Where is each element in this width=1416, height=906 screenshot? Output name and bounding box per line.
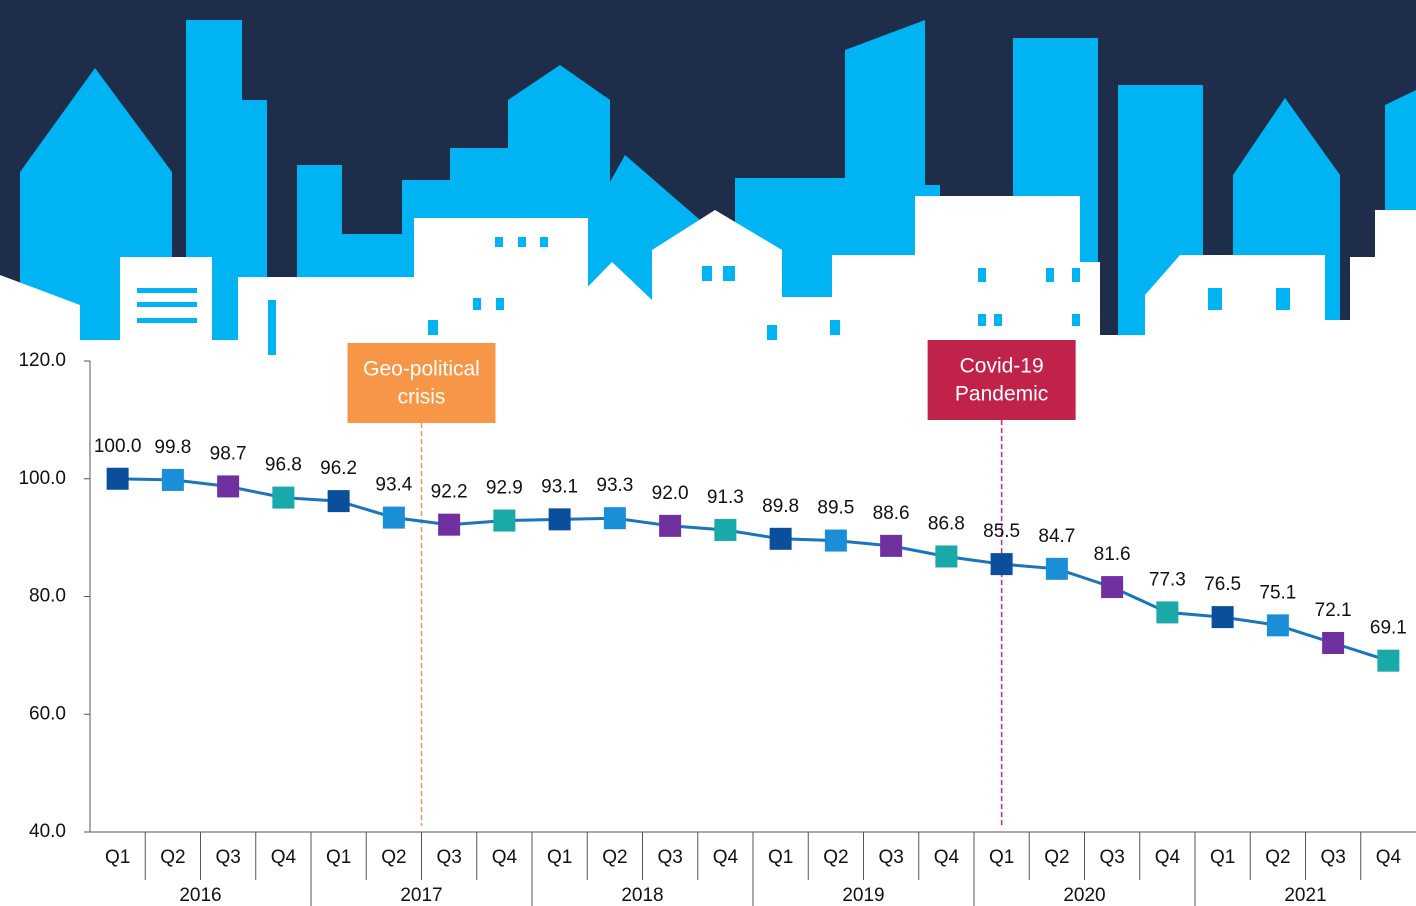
x-tick-label: Q3 [878,847,903,868]
data-marker [161,468,184,491]
data-marker [217,475,240,498]
data-label: 89.5 [817,498,854,519]
annotation-box [347,343,496,423]
data-label: 93.3 [596,475,633,496]
data-label: 89.8 [762,496,799,517]
x-tick-label: Q3 [657,847,682,868]
data-marker [1045,557,1068,580]
data-marker [1156,601,1179,624]
y-tick-label: 100.0 [18,468,66,489]
group-label: 2018 [621,885,663,906]
data-label: 92.9 [486,478,523,499]
group-label: 2016 [179,885,221,906]
annotation-text: crisis [398,386,446,409]
data-marker [1377,649,1400,672]
x-tick-label: Q4 [1376,847,1402,868]
data-label: 76.5 [1204,574,1241,595]
x-tick-label: Q2 [602,847,627,868]
data-label: 91.3 [707,487,744,508]
x-tick-label: Q1 [768,847,793,868]
annotation-text: Geo-political [363,358,480,381]
data-marker [548,508,571,531]
group-label: 2019 [842,885,884,906]
annotation-text: Covid-19 [960,355,1044,378]
x-tick-label: Q4 [934,847,960,868]
data-marker [824,529,847,552]
data-label: 69.1 [1370,618,1407,639]
data-label: 99.8 [154,437,191,458]
x-tick-label: Q1 [547,847,572,868]
data-marker [106,467,129,490]
y-tick-label: 80.0 [29,586,66,607]
data-marker [272,486,295,509]
data-label: 75.1 [1259,582,1296,603]
group-label: 2017 [400,885,442,906]
y-tick-label: 60.0 [29,703,66,724]
y-tick-label: 120.0 [18,350,66,371]
group-label: 2020 [1063,885,1105,906]
data-label: 96.2 [320,458,357,479]
data-label: 81.6 [1094,544,1131,565]
x-tick-label: Q2 [381,847,406,868]
data-label: 98.7 [210,443,247,464]
data-marker [659,514,682,537]
data-label: 86.8 [928,513,965,534]
data-label: 85.5 [983,521,1020,542]
data-marker [438,513,461,536]
annotation-text: Pandemic [955,383,1048,406]
data-label: 93.4 [375,475,412,496]
data-marker [1322,632,1345,655]
data-label: 92.2 [431,482,468,503]
x-tick-label: Q2 [1044,847,1069,868]
data-marker [603,507,626,530]
data-marker [493,509,516,532]
series-line [117,477,1389,663]
x-tick-label: Q4 [492,847,518,868]
data-label: 93.1 [541,476,578,497]
x-tick-label: Q1 [326,847,351,868]
x-tick-label: Q2 [823,847,848,868]
data-marker [769,527,792,550]
data-label: 96.8 [265,455,302,476]
group-label: 2021 [1284,885,1326,906]
x-tick-label: Q3 [436,847,461,868]
x-tick-label: Q1 [989,847,1014,868]
x-tick-label: Q3 [1099,847,1124,868]
skyline-background [0,0,1416,360]
x-tick-label: Q1 [105,847,130,868]
data-label: 77.3 [1149,569,1186,590]
data-marker [382,506,405,529]
data-marker [1101,576,1124,599]
x-tick-label: Q4 [713,847,739,868]
x-tick-label: Q4 [271,847,297,868]
x-tick-label: Q4 [1155,847,1181,868]
x-tick-label: Q2 [160,847,185,868]
data-marker [327,490,350,513]
data-label: 72.1 [1315,600,1352,621]
x-tick-label: Q3 [1320,847,1345,868]
x-tick-label: Q1 [1210,847,1235,868]
data-label: 100.0 [94,436,142,457]
y-tick-label: 40.0 [29,821,66,842]
data-marker [880,534,903,557]
data-marker [990,553,1013,576]
x-tick-label: Q2 [1265,847,1290,868]
data-marker [935,545,958,568]
data-marker [1266,614,1289,637]
data-label: 92.0 [652,483,689,504]
data-label: 88.6 [873,503,910,524]
data-marker [1211,606,1234,629]
data-label: 84.7 [1038,526,1075,547]
annotation-box [927,340,1076,420]
data-marker [714,518,737,541]
x-tick-label: Q3 [215,847,240,868]
